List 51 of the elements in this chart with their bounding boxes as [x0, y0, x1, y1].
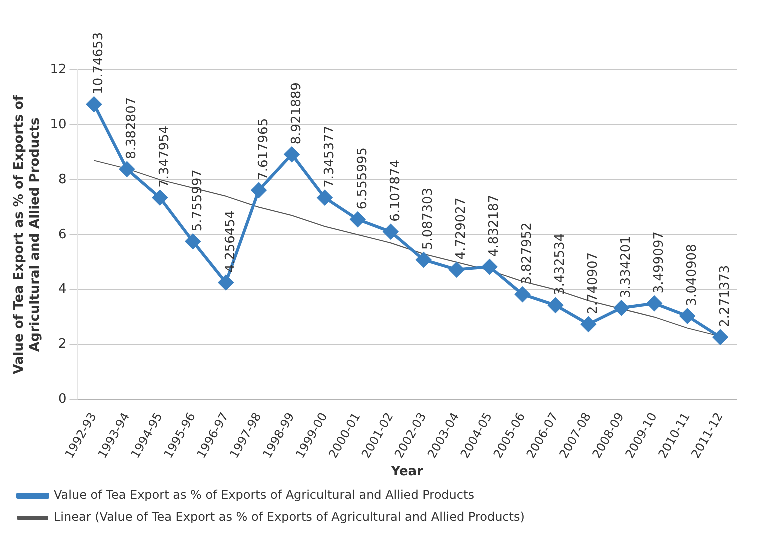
- point: [482, 259, 498, 274]
- y-axis-title: Value of Tea Export as % of Exports of Agricultural and Allied Products: [12, 95, 43, 374]
- point: [317, 190, 332, 206]
- data-label: 6.107874: [388, 160, 404, 222]
- point: [647, 296, 662, 312]
- data-label: 7.345377: [322, 126, 338, 188]
- data-label: 7.617965: [256, 118, 272, 180]
- data-label: 4.729027: [454, 198, 470, 260]
- point: [218, 275, 234, 290]
- data-label: 7.347954: [158, 126, 173, 188]
- point: [252, 182, 267, 198]
- point: [449, 262, 464, 278]
- point: [383, 224, 398, 240]
- y-tick-label: 2: [58, 337, 67, 352]
- data-label: 8.921889: [289, 82, 304, 145]
- data-label: 10.74653: [92, 32, 107, 94]
- data-label: 6.555995: [355, 148, 370, 210]
- data-label: 3.040908: [684, 244, 700, 306]
- data-label: 3.499097: [652, 232, 667, 294]
- point: [152, 190, 168, 206]
- y-tick-label: 12: [50, 62, 67, 78]
- y-tick-label: 10: [50, 117, 67, 132]
- point: [120, 162, 135, 177]
- y-tick-label: 6: [58, 227, 67, 242]
- point: [350, 212, 366, 228]
- point: [86, 96, 102, 112]
- data-label: 4.832187: [487, 194, 502, 257]
- data-label: 5.755997: [190, 170, 206, 232]
- y-tick-label: 4: [58, 282, 67, 298]
- point: [713, 330, 728, 345]
- point: [186, 234, 201, 250]
- legend-label: Linear (Value of Tea Export as % of Exports of Agricultural and Allied Products): [54, 510, 525, 524]
- data-label: 3.827952: [520, 222, 536, 285]
- point: [515, 287, 530, 302]
- point: [548, 298, 564, 313]
- data-label: 5.087303: [421, 188, 436, 250]
- x-axis-title: Year: [390, 464, 424, 480]
- data-label: 2.271373: [718, 265, 733, 328]
- data-label: 4.256454: [223, 210, 238, 273]
- point: [416, 252, 432, 268]
- point: [680, 308, 696, 324]
- data-label: 2.740907: [586, 252, 602, 314]
- point: [581, 316, 596, 332]
- data-label: 3.432534: [553, 233, 568, 296]
- point: [614, 300, 630, 316]
- y-tick-label: 0: [58, 392, 67, 408]
- y-tick-label: 8: [58, 172, 67, 188]
- point: [284, 147, 300, 162]
- data-label: 8.382807: [124, 97, 140, 160]
- legend-label: Value of Tea Export as % of Exports of Agricultural and Allied Products: [54, 488, 474, 502]
- data-label: 3.334201: [619, 236, 634, 298]
